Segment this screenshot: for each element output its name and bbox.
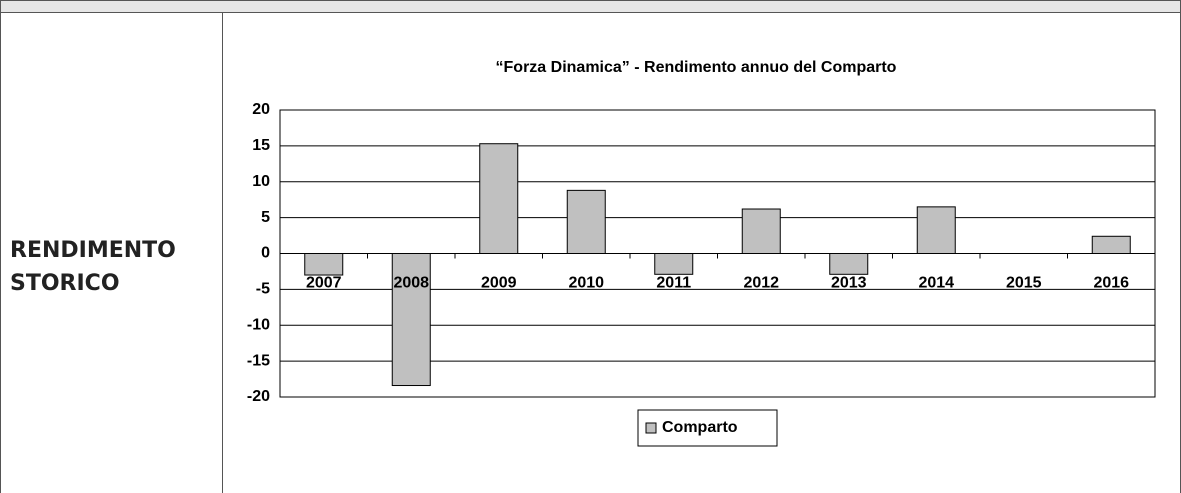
x-tick-label: 2013 — [831, 275, 867, 292]
chart-title: “Forza Dinamica” - Rendimento annuo del … — [496, 59, 897, 76]
bar — [566, 189, 606, 254]
x-tick-label: 2010 — [568, 275, 604, 292]
x-tick-label: 2007 — [306, 275, 342, 292]
legend-box — [637, 409, 778, 447]
bar — [304, 253, 344, 276]
y-tick-label: -5 — [256, 281, 270, 298]
section-label: RENDIMENTO STORICO — [10, 238, 176, 296]
x-tick-label: 2011 — [656, 275, 691, 292]
x-tick-label: 2008 — [393, 275, 429, 292]
legend-swatch — [645, 422, 657, 434]
y-tick-label: 15 — [252, 137, 270, 154]
bar — [916, 206, 956, 255]
x-tick-label: 2016 — [1093, 275, 1129, 292]
x-tick-label: 2012 — [743, 275, 779, 292]
x-tick-label: 2014 — [918, 275, 954, 292]
bar — [1091, 235, 1131, 254]
y-tick-label: -15 — [247, 352, 270, 369]
y-tick-label: 20 — [252, 101, 270, 118]
x-tick-label: 2015 — [1006, 275, 1042, 292]
bar — [741, 208, 781, 254]
x-tick-label: 2009 — [481, 275, 517, 292]
y-tick-label: 10 — [252, 173, 270, 190]
legend-label: Comparto — [662, 419, 738, 436]
bar — [391, 253, 431, 387]
bar — [829, 253, 869, 275]
y-tick-label: -10 — [247, 316, 270, 333]
label-cell: RENDIMENTO STORICO — [0, 12, 223, 493]
y-tick-label: 0 — [261, 245, 270, 262]
y-tick-label: -20 — [247, 388, 270, 405]
bar — [654, 253, 694, 275]
y-tick-label: 5 — [261, 209, 270, 226]
bar — [479, 143, 519, 254]
